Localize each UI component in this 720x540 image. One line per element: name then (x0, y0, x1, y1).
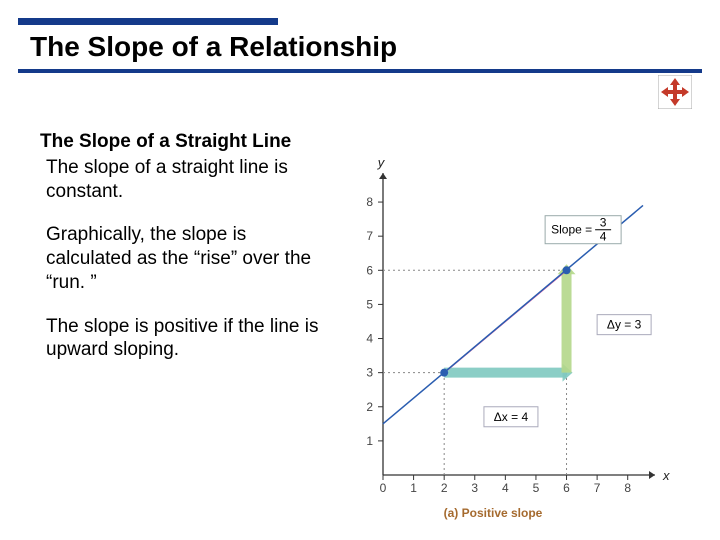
title-top-border (18, 18, 278, 25)
svg-text:1: 1 (366, 434, 373, 448)
paragraph-3: The slope is positive if the line is upw… (40, 315, 330, 363)
svg-text:3: 3 (600, 216, 607, 230)
svg-text:Δx = 4: Δx = 4 (494, 410, 529, 424)
svg-text:2: 2 (441, 481, 448, 495)
page-title: The Slope of a Relationship (18, 25, 702, 69)
svg-text:6: 6 (366, 263, 373, 277)
svg-text:0: 0 (380, 481, 387, 495)
svg-text:Slope =: Slope = (551, 223, 592, 237)
svg-text:7: 7 (594, 481, 601, 495)
title-underline (18, 69, 702, 73)
svg-text:Δy = 3: Δy = 3 (607, 318, 642, 332)
svg-text:2: 2 (366, 400, 373, 414)
svg-text:3: 3 (471, 481, 478, 495)
svg-text:(a) Positive slope: (a) Positive slope (444, 506, 543, 520)
svg-text:6: 6 (563, 481, 570, 495)
svg-text:x: x (662, 468, 670, 483)
title-bar: The Slope of a Relationship (18, 18, 702, 73)
svg-text:7: 7 (366, 229, 373, 243)
paragraph-2: Graphically, the slope is calculated as … (40, 223, 330, 294)
svg-text:y: y (377, 155, 386, 170)
svg-text:5: 5 (533, 481, 540, 495)
svg-text:1: 1 (410, 481, 417, 495)
svg-text:8: 8 (366, 195, 373, 209)
svg-text:4: 4 (600, 230, 607, 244)
move-icon (658, 75, 692, 114)
svg-text:4: 4 (366, 332, 373, 346)
slope-chart: 01234567812345678yxSlope = 34Δy = 3Δx = … (345, 155, 705, 525)
subtitle: The Slope of a Straight Line (40, 130, 330, 154)
svg-text:5: 5 (366, 297, 373, 311)
content-text: The Slope of a Straight Line The slope o… (40, 130, 330, 382)
svg-text:4: 4 (502, 481, 509, 495)
svg-text:3: 3 (366, 366, 373, 380)
paragraph-1: The slope of a straight line is constant… (40, 156, 330, 204)
svg-text:8: 8 (624, 481, 631, 495)
